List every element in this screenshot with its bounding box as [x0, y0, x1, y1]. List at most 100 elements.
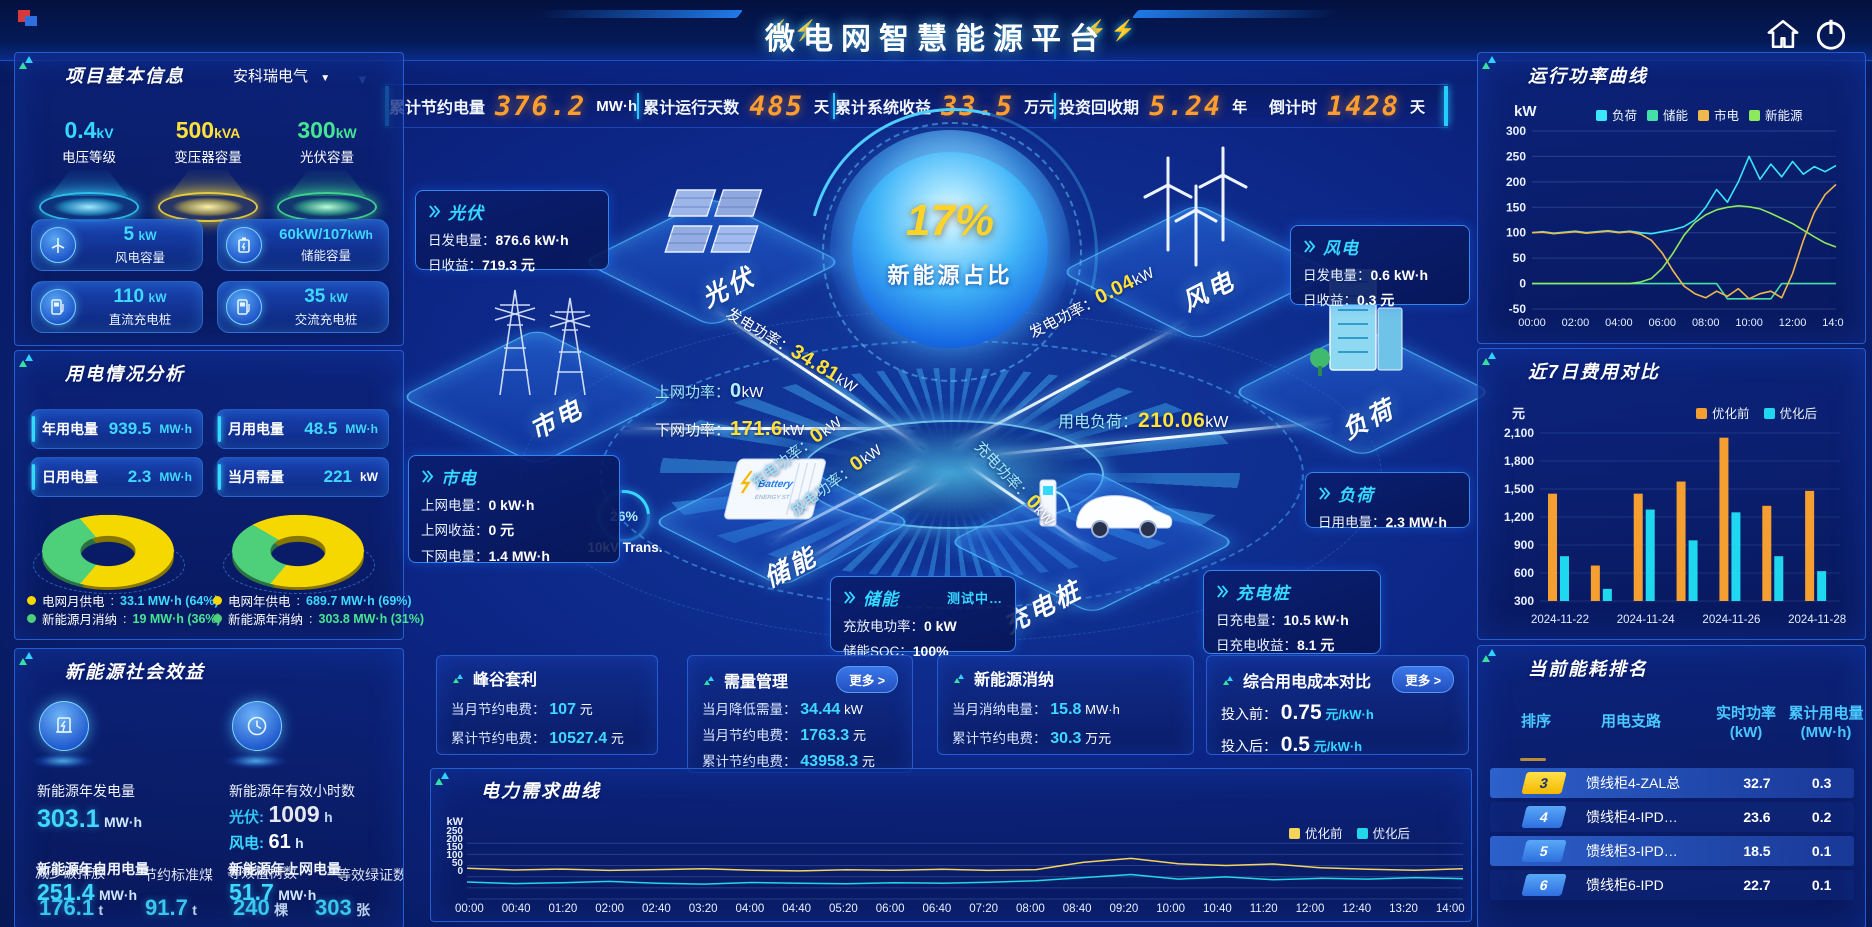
row-unit: MW·h	[1085, 702, 1120, 717]
flow-value: 210.06	[1138, 409, 1206, 432]
xtick: 09:20	[1109, 903, 1139, 915]
benefit-self-value: 251.4 MW·h	[37, 879, 137, 906]
realtime-power: 18.5	[1743, 843, 1771, 859]
legend-dot	[27, 596, 36, 605]
more-button[interactable]: 更多 >	[836, 666, 898, 693]
row-unit: 元	[852, 728, 866, 743]
card-value: 35	[304, 286, 326, 307]
table-row[interactable]: 5 馈线柜3-IPD… 18.5 0.1	[1490, 836, 1854, 866]
power-icon[interactable]	[1812, 15, 1850, 53]
chevron-right-icon	[1304, 240, 1316, 253]
kpi-value: 376.2	[495, 90, 587, 122]
row-label: 日充电收益：	[1216, 638, 1297, 653]
svg-text:100: 100	[1506, 226, 1526, 240]
benefit-coal-value: 91.7 t	[145, 895, 197, 921]
pedestal-beam	[169, 170, 247, 196]
xtick: 06:00	[875, 903, 905, 915]
table-row[interactable]: 6 馈线柜6-IPD 22.7 0.1	[1490, 870, 1854, 900]
row-label: 当月降低需量：	[702, 702, 797, 717]
flag-icon	[1223, 675, 1233, 685]
stat-unit: kW	[360, 470, 378, 484]
row-unit: 元/kW·h	[1325, 707, 1374, 722]
table-row[interactable]: 3 馈线柜4-ZAL总 32.7 0.3	[1490, 768, 1854, 798]
value: 176.1	[39, 895, 95, 920]
legend-month-renewable[interactable]: 新能源月消纳: 19 MW·h (36%)	[27, 609, 221, 628]
ytick: 250	[446, 826, 463, 837]
wind-turbines-icon	[1143, 146, 1248, 267]
ytick: 200	[446, 834, 463, 845]
power-curve-legend: 负荷 储能 市电 新能源	[1596, 105, 1803, 124]
legend-label: 优化后	[1779, 407, 1818, 421]
hub-dashed-ring	[822, 122, 1082, 382]
legend-item[interactable]: 优化后	[1356, 823, 1410, 842]
home-icon[interactable]	[1766, 17, 1800, 51]
legend-item[interactable]: 负荷	[1596, 105, 1637, 124]
flow-unit: kW	[741, 384, 764, 401]
flag-icon	[453, 674, 463, 683]
stat-label: 当月需量	[228, 469, 284, 485]
row-label: 日收益：	[428, 258, 482, 273]
svg-text:200: 200	[1506, 175, 1526, 189]
rank-badge: 3	[1521, 772, 1567, 794]
donut-top	[42, 514, 174, 588]
legend-item[interactable]: 市电	[1698, 105, 1739, 124]
legend-swatch	[1696, 408, 1707, 419]
beam-grid	[620, 427, 915, 430]
row-value: 43958.3	[800, 753, 859, 770]
pedestal-transformer: 500kVA 变压器容量	[148, 117, 268, 222]
panel-energy-ranking: 当前能耗排名 排序 用电支路 实时功率 (kW) 累计用电量 (MW·h) 3 …	[1477, 645, 1866, 927]
demand-curve-chart	[466, 842, 1464, 900]
pedestal-beam	[50, 170, 128, 196]
svg-text:ENERGY ST: ENERGY ST	[754, 494, 790, 501]
benefit-hours-label: 新能源年有效小时数	[229, 783, 355, 799]
stat-value: 221	[323, 467, 352, 486]
kpi-value: 5.24	[1149, 90, 1223, 122]
svg-text:1,800: 1,800	[1504, 454, 1534, 468]
card-value: 5	[123, 224, 135, 245]
kpi-payback: 投资回收期 5.24 年	[1056, 91, 1250, 122]
total-energy: 0.1	[1811, 877, 1832, 893]
xtick: 12:40	[1342, 903, 1372, 915]
company-select[interactable]: 安科瑞电气 ▼	[233, 65, 393, 86]
benefit-feed-label: 新能源年上网电量	[229, 861, 341, 877]
dc-charger-icon	[40, 289, 76, 325]
legend-item[interactable]: 优化前	[1289, 823, 1343, 842]
card-ac-charger: 35 kW 交流充电桩	[217, 281, 389, 333]
legend-swatch	[1356, 828, 1368, 839]
wind-turbine-icon	[40, 227, 76, 263]
strip-edge-right	[1443, 86, 1448, 126]
xtick: 07:20	[969, 903, 999, 915]
unit: 张	[356, 902, 371, 918]
svg-text:1,200: 1,200	[1504, 510, 1534, 524]
row-value: 34.44	[800, 701, 841, 718]
rank: 4	[1538, 809, 1550, 825]
total-energy: 0.3	[1811, 775, 1832, 791]
kpi-label: 倒计时	[1268, 100, 1317, 117]
flag-icon	[954, 674, 964, 683]
realtime-power: 32.7	[1743, 775, 1771, 791]
xtick: 01:20	[548, 903, 578, 915]
legend-year-grid[interactable]: 电网年供电: 689.7 MW·h (69%)	[213, 591, 412, 610]
kpi-unit: 天	[1410, 98, 1426, 116]
row-label: 日充电量：	[1216, 613, 1284, 628]
legend-year-renewable[interactable]: 新能源年消纳: 303.8 MW·h (31%)	[213, 609, 424, 628]
svg-text:2024-11-28: 2024-11-28	[1788, 614, 1846, 626]
legend-month-grid[interactable]: 电网月供电: 33.1 MW·h (64%)	[27, 591, 219, 610]
xtick: 03:20	[688, 903, 718, 915]
legend-item[interactable]: 优化后	[1763, 403, 1818, 422]
row-value: 107	[549, 701, 576, 718]
kpi-total-income: 累计系统收益 33.5 万元	[835, 91, 1054, 122]
more-button[interactable]: 更多 >	[1392, 666, 1454, 693]
table-row[interactable]: 4 馈线柜4-IPD… 23.6 0.2	[1490, 802, 1854, 832]
ev-car-charger-icon	[1039, 479, 1173, 538]
legend-item[interactable]: 储能	[1647, 105, 1688, 124]
legend-item[interactable]: 优化前	[1696, 403, 1750, 422]
demand-x-axis: 00:00 00:40 01:20 02:00 02:40 03:20 04:00 04:40…	[455, 903, 1465, 915]
realtime-power: 22.7	[1743, 877, 1771, 893]
branch-name: 馈线柜4-ZAL总	[1586, 775, 1681, 791]
legend-swatch	[1698, 110, 1710, 121]
kpi-value: 485	[749, 90, 804, 122]
legend-item[interactable]: 新能源	[1749, 105, 1803, 124]
chevron-right-icon	[422, 470, 434, 483]
